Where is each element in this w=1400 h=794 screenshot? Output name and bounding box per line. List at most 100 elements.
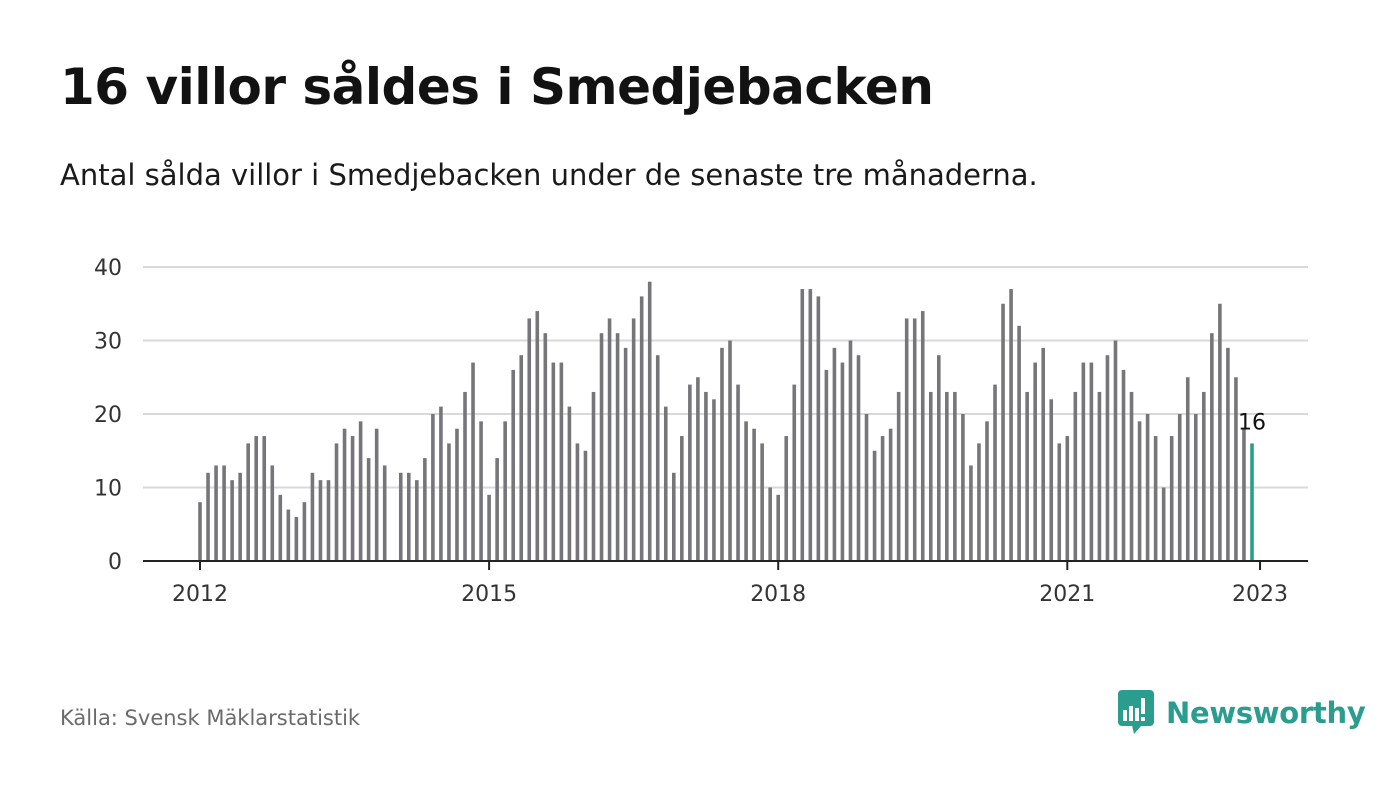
bar [864,414,869,561]
bar [888,428,893,561]
y-tick-label: 40 [94,256,122,281]
bar [904,318,909,561]
bar [358,421,363,561]
y-tick-label: 10 [94,477,122,502]
bar [985,421,989,561]
bar [382,465,387,561]
bar [969,465,973,561]
bar [214,465,218,561]
bar [583,450,588,561]
bar [800,289,805,561]
bar [928,391,933,561]
bar [1097,391,1102,561]
bar [398,472,403,561]
bar [455,428,459,561]
bar [318,480,323,561]
bar [1185,377,1190,561]
bar [1041,347,1046,561]
bar [1065,436,1070,561]
bars [198,281,1254,561]
bar [447,443,451,561]
bar [270,465,275,561]
bar [366,458,371,561]
bar [1129,391,1134,561]
bar [487,494,491,561]
bar [206,472,210,561]
bar [696,377,700,561]
bar [1025,391,1029,561]
bar [1169,436,1174,561]
bar [1089,362,1094,561]
bar [1001,303,1005,561]
bar [551,362,556,561]
bar [198,502,202,561]
y-tick-label: 0 [108,550,122,575]
x-tick-label: 2021 [1039,582,1095,607]
bar [278,494,283,561]
bar [615,333,620,561]
bar [712,399,716,561]
bar [1113,340,1118,561]
bar [326,480,331,561]
bar [1161,487,1166,561]
bar [439,406,443,561]
bar [511,369,515,561]
bar [479,421,483,561]
bar [1033,362,1037,561]
bar [286,509,291,561]
bar [1017,325,1021,561]
annotations: 16 [1238,410,1266,435]
bar [856,355,861,561]
bar [1121,369,1126,561]
bar [1057,443,1062,561]
bar [872,450,877,561]
bar [728,340,732,561]
bar [840,362,845,561]
bar [672,472,676,561]
bar [495,458,499,561]
bar [302,502,307,561]
bar [599,333,604,561]
x-tick-label: 2015 [461,582,517,607]
y-tick-label: 30 [94,330,122,355]
bar [543,333,548,561]
bar [720,347,724,561]
bar [406,472,411,561]
x-axis [143,560,1308,570]
bar [792,384,797,561]
bar [880,436,885,561]
bar [527,318,532,561]
bar [262,436,267,561]
bar [559,362,564,561]
bar [639,296,644,561]
bar [503,421,507,561]
x-tick-label: 2018 [750,582,806,607]
y-tick-label: 20 [94,403,122,428]
bar [736,384,740,561]
bar [977,443,981,561]
bar [1202,391,1206,561]
bar [471,362,475,561]
bar [816,296,821,561]
bar [519,355,524,561]
bar [1210,333,1214,561]
x-tick-label: 2012 [172,582,228,607]
bar [623,347,628,561]
bar [808,289,813,561]
bar [1145,414,1150,561]
bar [784,436,789,561]
bar [912,318,917,561]
newsworthy-logo[interactable]: Newsworthy [1118,690,1366,736]
bar [294,516,299,561]
bar [832,347,837,561]
bar [768,487,772,561]
bar [415,480,419,561]
bar [310,472,315,561]
bar [920,311,925,561]
bar [535,311,540,561]
bar [1193,414,1198,561]
bar [1137,421,1142,561]
x-tick-label: 2023 [1232,582,1288,607]
chart-title: 16 villor såldes i Smedjebacken [60,58,934,116]
